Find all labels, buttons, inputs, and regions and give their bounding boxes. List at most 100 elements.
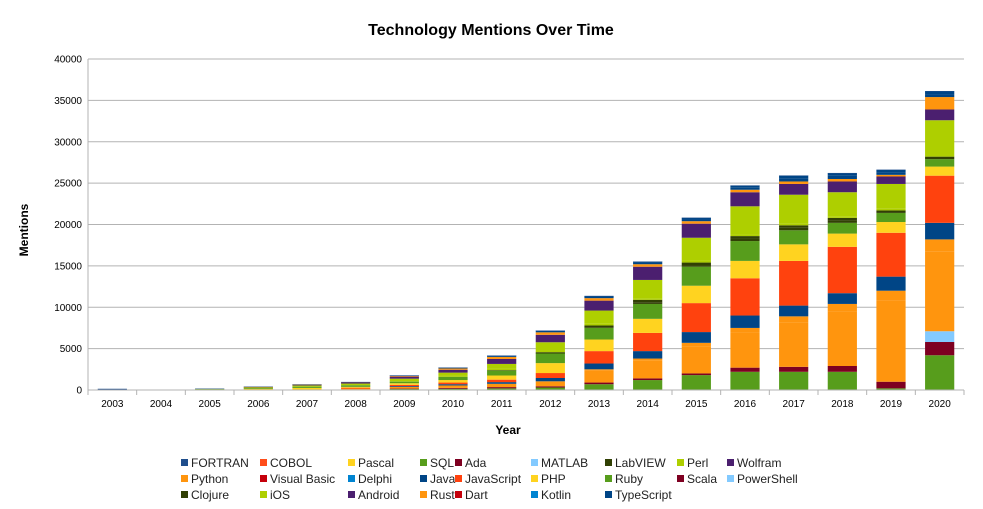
bar-segment-php-2020 — [925, 166, 955, 176]
bar-segment-scala-2009 — [389, 388, 419, 390]
bar-segment-python-2015 — [681, 342, 711, 347]
bar-segment-labview-2013 — [584, 327, 614, 328]
bar-segment-typescript-2011 — [487, 355, 517, 357]
bar-segment-typescript-2020 — [925, 94, 955, 98]
legend-swatch-powershell — [727, 475, 734, 482]
bar-segment-sql-2011 — [487, 388, 517, 390]
bar-segment-fortran-2020 — [925, 91, 955, 92]
x-tick-label: 2011 — [491, 399, 513, 410]
bar-segment-scala-2013 — [584, 382, 614, 385]
legend-swatch-delphi — [348, 475, 355, 482]
bar-segment-ios-2010 — [438, 372, 468, 376]
bar-segment-ios-2019 — [876, 183, 906, 209]
bar-segment-php-2012 — [535, 363, 565, 374]
bar-segment-fortran-2005 — [195, 388, 225, 390]
legend-label-ruby: Ruby — [615, 472, 643, 486]
bar-segment-ruby-2018 — [827, 222, 857, 234]
bar-segment-typescript-2012 — [535, 330, 565, 333]
bar-segment-ruby-2009 — [389, 381, 419, 384]
x-tick-label: 2003 — [101, 399, 124, 410]
legend-label-delphi: Delphi — [358, 472, 392, 486]
bar-segment-sql-2018 — [827, 371, 857, 390]
legend-label-rust: Rust — [430, 488, 455, 502]
bar-segment-perl-2011 — [487, 368, 517, 371]
bar-segment-python-2020 — [925, 239, 955, 252]
bar-segment-php-2010 — [438, 380, 468, 383]
bar-segment-typescript-2015 — [681, 217, 711, 220]
bar-segment-sql-2010 — [438, 388, 468, 390]
x-tick-label: 2007 — [296, 399, 319, 410]
bar-segment-rust-2015 — [681, 346, 711, 374]
bar-segment-python-2018 — [827, 303, 857, 312]
bar-segment-ios-2017 — [779, 194, 809, 224]
bar-segment-sql-2019 — [876, 388, 906, 390]
bar-segment-clojure-2011 — [487, 370, 517, 371]
bar-segment-python-2015 — [681, 221, 711, 224]
x-tick-label: 2009 — [393, 399, 416, 410]
bar-segment-javascript-2008 — [341, 387, 371, 389]
bar-segment-android-2007 — [292, 384, 322, 386]
bar-segment-javascript-2011 — [487, 379, 517, 383]
bar-segment-android-2015 — [681, 223, 711, 238]
legend-swatch-labview — [605, 459, 612, 466]
x-tick-label: 2018 — [831, 399, 854, 410]
y-tick-label: 20000 — [54, 220, 82, 231]
bar-segment-ruby-2014 — [633, 303, 663, 319]
x-tick-label: 2004 — [150, 399, 173, 410]
bar-segment-java-2012 — [535, 378, 565, 382]
bar-segment-javascript-2016 — [730, 278, 760, 316]
bar-segment-java-2015 — [681, 332, 711, 343]
bar-segment-sql-2012 — [535, 387, 565, 390]
legend-label-python: Python — [191, 472, 228, 486]
y-tick-label: 40000 — [54, 55, 82, 66]
legend-swatch-rust — [420, 491, 427, 498]
bar-segment-rust-2011 — [487, 383, 517, 388]
bar-segment-android-2008 — [341, 382, 371, 384]
bar-segment-python-2016 — [730, 327, 760, 333]
x-tick-label: 2020 — [929, 399, 952, 410]
bar-segment-rust-2012 — [535, 381, 565, 387]
bar-segment-php-2014 — [633, 318, 663, 333]
bar-segment-labview-2012 — [535, 353, 565, 354]
bar-segment-ruby-2006 — [243, 388, 273, 390]
legend-swatch-typescript — [605, 491, 612, 498]
bar-segment-python-2012 — [535, 332, 565, 335]
bar-segment-perl-2016 — [730, 234, 760, 237]
bar-segment-java-2014 — [633, 351, 663, 359]
bar-segment-javascript-2012 — [535, 373, 565, 379]
bar-segment-scala-2012 — [535, 386, 565, 388]
legend-swatch-javascript — [455, 475, 462, 482]
bar-segment-perl-2012 — [535, 350, 565, 353]
bar-segment-java-2016 — [730, 315, 760, 328]
bar-segment-scala-2020 — [925, 342, 955, 356]
bar-segment-php-2017 — [779, 244, 809, 261]
bar-segment-android-2013 — [584, 300, 614, 311]
bar-segment-sql-2016 — [730, 371, 760, 390]
bar-segment-php-2006 — [243, 389, 273, 390]
bar-segment-typescript-2010 — [438, 367, 468, 369]
legend-label-typescript: TypeScript — [615, 488, 672, 502]
bar-segment-perl-2017 — [779, 223, 809, 226]
bar-segment-clojure-2013 — [584, 325, 614, 328]
bar-segment-fortran-2003 — [97, 388, 127, 390]
legend-label-pascal: Pascal — [358, 456, 394, 470]
x-tick-label: 2017 — [783, 399, 806, 410]
legend-swatch-perl — [677, 459, 684, 466]
bar-segment-python-2018 — [827, 178, 857, 182]
legend-swatch-ruby — [605, 475, 612, 482]
bar-segment-python-2020 — [925, 97, 955, 110]
bar-segment-scala-2014 — [633, 378, 663, 381]
legend-label-javascript: JavaScript — [465, 472, 522, 486]
x-tick-label: 2008 — [345, 399, 368, 410]
bar-segment-python-2019 — [876, 174, 906, 177]
bar-segment-java-2018 — [827, 293, 857, 304]
bar-segment-powershell-2020 — [925, 331, 955, 343]
legend-label-labview: LabVIEW — [615, 456, 666, 470]
bar-segment-labview-2014 — [633, 302, 663, 304]
legend-label-java: Java — [430, 472, 456, 486]
bar-segment-typescript-2017 — [779, 178, 809, 182]
bar-segment-perl-2018 — [827, 216, 857, 218]
bar-segment-scala-2016 — [730, 367, 760, 372]
bar-segment-python-2019 — [876, 290, 906, 301]
y-tick-label: 25000 — [54, 179, 82, 190]
